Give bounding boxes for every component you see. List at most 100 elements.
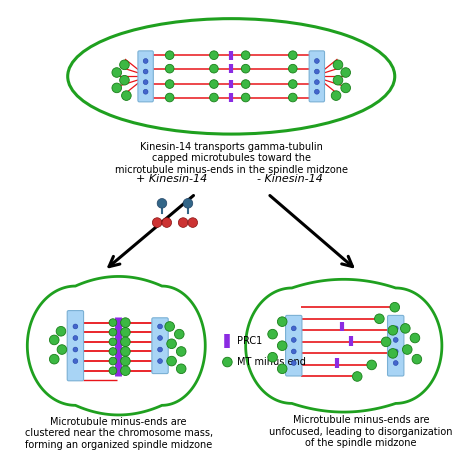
Circle shape <box>143 89 148 94</box>
Circle shape <box>157 199 167 208</box>
Circle shape <box>210 51 218 60</box>
Circle shape <box>162 218 172 228</box>
Circle shape <box>388 348 398 358</box>
Circle shape <box>158 359 163 364</box>
Circle shape <box>393 326 398 331</box>
Circle shape <box>277 317 287 327</box>
Circle shape <box>120 328 130 337</box>
Circle shape <box>119 75 129 85</box>
Circle shape <box>210 80 218 88</box>
Circle shape <box>158 347 163 352</box>
Circle shape <box>165 80 174 88</box>
Circle shape <box>314 69 319 74</box>
Circle shape <box>165 322 174 331</box>
Circle shape <box>390 302 400 312</box>
Circle shape <box>143 80 148 84</box>
Circle shape <box>120 356 130 366</box>
Circle shape <box>158 324 163 329</box>
Circle shape <box>333 60 343 70</box>
Text: + Kinesin-14: + Kinesin-14 <box>136 174 207 184</box>
Circle shape <box>241 80 250 88</box>
Ellipse shape <box>68 18 395 134</box>
Circle shape <box>49 355 59 364</box>
Circle shape <box>289 64 297 73</box>
Circle shape <box>210 64 218 73</box>
Circle shape <box>268 329 277 339</box>
Circle shape <box>112 83 121 93</box>
Circle shape <box>314 80 319 84</box>
Text: Microtubule minus-ends are
clustered near the chromosome mass,
forming an organi: Microtubule minus-ends are clustered nea… <box>25 417 213 450</box>
Circle shape <box>277 364 287 374</box>
Circle shape <box>174 329 184 339</box>
FancyBboxPatch shape <box>67 310 83 381</box>
Circle shape <box>176 346 186 356</box>
Circle shape <box>241 51 250 60</box>
Circle shape <box>73 359 78 364</box>
FancyBboxPatch shape <box>152 318 168 374</box>
Circle shape <box>109 347 117 356</box>
Circle shape <box>152 218 162 228</box>
Circle shape <box>165 51 174 60</box>
Circle shape <box>402 345 412 355</box>
Circle shape <box>112 68 121 77</box>
Circle shape <box>388 326 398 335</box>
Circle shape <box>167 339 176 348</box>
FancyBboxPatch shape <box>309 51 325 102</box>
Circle shape <box>223 357 232 367</box>
Circle shape <box>393 349 398 354</box>
Circle shape <box>289 80 297 88</box>
Circle shape <box>241 93 250 102</box>
Circle shape <box>57 345 67 355</box>
Circle shape <box>176 364 186 374</box>
FancyBboxPatch shape <box>138 51 153 102</box>
Circle shape <box>109 367 117 374</box>
Circle shape <box>188 218 198 228</box>
Text: Kinesin-14 transports gamma-tubulin
capped microtubules toward the
microtubule m: Kinesin-14 transports gamma-tubulin capp… <box>115 142 348 175</box>
Circle shape <box>120 337 130 346</box>
Circle shape <box>73 324 78 329</box>
Circle shape <box>120 318 130 328</box>
Circle shape <box>120 346 130 356</box>
Circle shape <box>292 337 296 342</box>
Circle shape <box>292 326 296 331</box>
Circle shape <box>381 337 391 346</box>
Circle shape <box>393 337 398 342</box>
Circle shape <box>241 64 250 73</box>
Polygon shape <box>246 279 442 412</box>
Circle shape <box>277 341 287 350</box>
Circle shape <box>410 333 420 343</box>
Circle shape <box>183 199 193 208</box>
Circle shape <box>73 336 78 340</box>
Circle shape <box>167 356 176 366</box>
Circle shape <box>109 338 117 346</box>
Circle shape <box>314 59 319 64</box>
Circle shape <box>73 347 78 352</box>
Circle shape <box>120 366 130 375</box>
Circle shape <box>109 328 117 336</box>
FancyBboxPatch shape <box>285 315 302 376</box>
Circle shape <box>367 360 376 370</box>
Text: Microtubule minus-ends are
unfocused, leading to disorganization
of the spindle : Microtubule minus-ends are unfocused, le… <box>269 415 453 448</box>
Circle shape <box>49 335 59 345</box>
Circle shape <box>210 93 218 102</box>
Circle shape <box>178 218 188 228</box>
Circle shape <box>165 64 174 73</box>
Text: - Kinesin-14: - Kinesin-14 <box>257 174 323 184</box>
Circle shape <box>374 314 384 324</box>
Circle shape <box>165 93 174 102</box>
Circle shape <box>158 336 163 340</box>
Circle shape <box>412 355 422 364</box>
Circle shape <box>341 68 350 77</box>
Circle shape <box>292 349 296 354</box>
Circle shape <box>143 69 148 74</box>
Circle shape <box>401 324 410 333</box>
Text: PRC1: PRC1 <box>237 336 262 346</box>
Circle shape <box>341 83 350 93</box>
Circle shape <box>109 319 117 327</box>
Circle shape <box>56 327 66 336</box>
Circle shape <box>292 361 296 365</box>
Circle shape <box>331 91 341 100</box>
Circle shape <box>268 353 277 362</box>
Text: MT minus end: MT minus end <box>237 357 306 367</box>
Circle shape <box>143 59 148 64</box>
